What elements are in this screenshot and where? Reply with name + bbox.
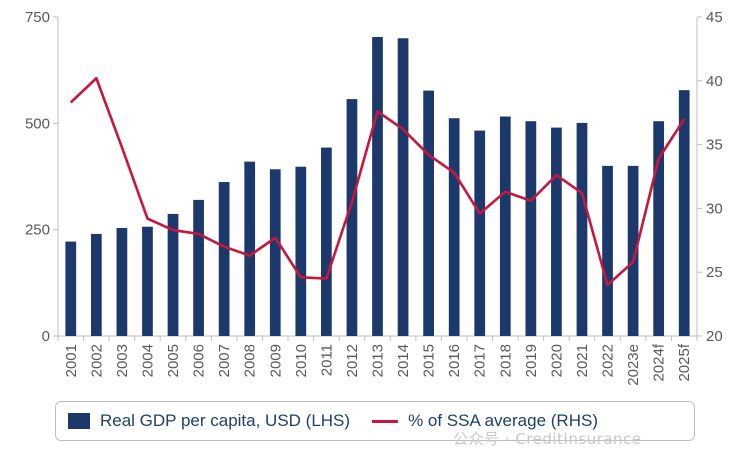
- bar: [372, 36, 383, 337]
- legend-label-bar: Real GDP per capita, USD (LHS): [100, 411, 351, 430]
- x-tick-label: 2018: [497, 344, 514, 377]
- left-tick-label: 750: [25, 9, 50, 26]
- x-tick-label: 2010: [293, 344, 310, 377]
- left-tick-label: 250: [25, 222, 50, 239]
- right-tick-label: 20: [706, 328, 723, 345]
- right-tick-label: 25: [706, 264, 723, 281]
- x-tick-label: 2009: [267, 344, 284, 377]
- bar: [346, 99, 358, 337]
- bar: [423, 90, 434, 336]
- tick-labels: 0 250 500 750 20 25 30 35 40 45 2001 2002 2003 2004 20…: [25, 9, 723, 386]
- left-tick-label: 500: [25, 115, 50, 132]
- x-tick-label: 2024f: [651, 343, 668, 381]
- bar: [448, 118, 460, 336]
- bar: [576, 122, 588, 337]
- x-tick-label: 2021: [574, 344, 591, 377]
- bar: [525, 121, 537, 336]
- bar: [90, 233, 102, 336]
- x-tick-label: 2006: [191, 344, 208, 377]
- right-tick-label: 40: [706, 73, 723, 90]
- x-tick-label: 2011: [318, 344, 335, 376]
- bar-series: [65, 36, 690, 337]
- x-tick-label: 2019: [523, 344, 540, 377]
- bar: [65, 241, 77, 336]
- watermark: 公众号 · CreditInsurance: [453, 430, 642, 448]
- bar: [142, 226, 153, 336]
- bar: [474, 130, 486, 336]
- legend-label-line: % of SSA average (RHS): [408, 411, 598, 430]
- bar: [116, 227, 128, 336]
- x-tick-label: 2007: [216, 344, 233, 377]
- bar: [295, 166, 307, 336]
- bar: [499, 116, 511, 336]
- x-tick-label: 2008: [242, 344, 259, 377]
- legend-item-line: % of SSA average (RHS): [372, 411, 598, 431]
- bar: [627, 165, 639, 336]
- x-tick-label: 2015: [421, 344, 438, 377]
- bar: [397, 38, 409, 337]
- bar: [193, 199, 204, 336]
- x-tick-label: 2016: [446, 344, 463, 377]
- legend: Real GDP per capita, USD (LHS) % of SSA …: [55, 401, 695, 441]
- bar: [321, 147, 332, 336]
- x-tick-label: 2005: [165, 344, 182, 377]
- right-tick-label: 30: [706, 200, 723, 217]
- bar: [269, 169, 281, 336]
- x-tick-label: 2012: [344, 344, 361, 377]
- x-tick-label: 2020: [548, 344, 565, 377]
- left-tick-label: 0: [42, 328, 50, 345]
- right-tick-label: 35: [706, 137, 723, 154]
- bar: [244, 161, 256, 336]
- line-series: [69, 76, 686, 287]
- bar: [551, 127, 562, 336]
- x-tick-label: 2003: [114, 344, 131, 377]
- x-tick-label: 2025f: [676, 343, 693, 381]
- bar: [218, 182, 230, 336]
- x-tick-label: 2023e: [625, 344, 642, 386]
- right-tick-label: 45: [706, 9, 723, 26]
- x-tick-label: 2022: [600, 344, 617, 377]
- x-tick-label: 2002: [88, 344, 105, 377]
- bar: [678, 90, 690, 336]
- legend-swatch-bar: [68, 413, 90, 429]
- x-tick-label: 2014: [395, 344, 412, 377]
- bar: [653, 121, 665, 336]
- bar: [602, 165, 613, 336]
- x-tick-label: 2013: [370, 344, 387, 377]
- combo-chart: 0 250 500 750 20 25 30 35 40 45 2001 2002 2003 2004 20…: [25, 9, 723, 386]
- legend-item-bar: Real GDP per capita, USD (LHS): [68, 411, 350, 431]
- legend-swatch-line: [372, 419, 399, 423]
- bar: [167, 213, 179, 336]
- x-tick-label: 2001: [63, 344, 80, 377]
- x-tick-label: 2017: [472, 344, 489, 377]
- x-tick-label: 2004: [139, 344, 156, 377]
